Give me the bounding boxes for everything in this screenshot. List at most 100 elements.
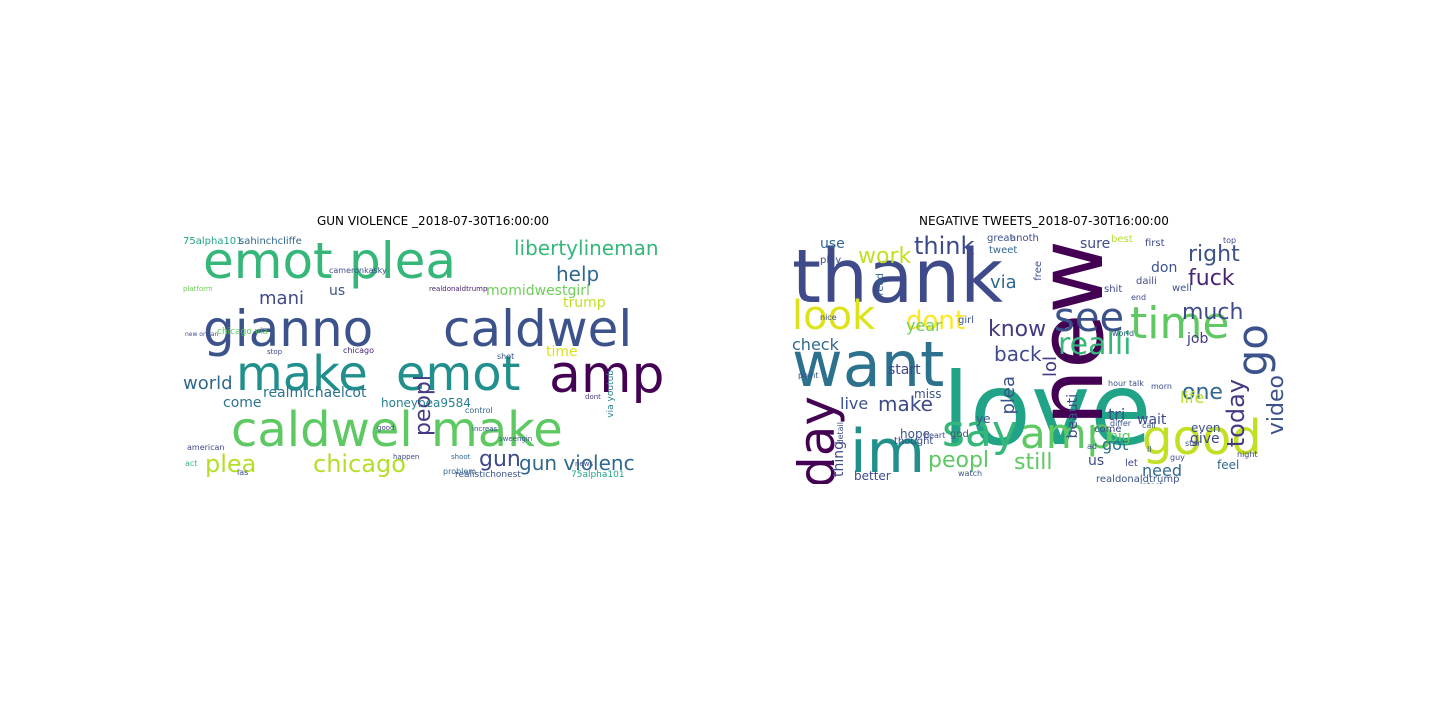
- cloud-word: peopl: [928, 448, 990, 473]
- cloud-word: thing: [831, 441, 847, 478]
- cloud-word: better: [854, 469, 891, 483]
- cloud-word: good: [1142, 410, 1262, 466]
- cloud-word: say: [942, 406, 1018, 457]
- cloud-word: via: [990, 272, 1017, 293]
- cloud-word: need: [1142, 461, 1182, 480]
- cloud-word: work: [858, 244, 912, 269]
- cloud-word: got: [1102, 435, 1129, 454]
- cloud-word: anoth: [1010, 233, 1039, 244]
- cloud-word: still: [1014, 450, 1053, 475]
- cloud-word: world: [1112, 329, 1135, 338]
- cloud-word: even: [1191, 421, 1221, 435]
- cloud-word: chicago: [313, 450, 406, 478]
- cloud-word: ad: [1087, 442, 1097, 451]
- cloud-word: news: [575, 460, 594, 468]
- cloud-word: stop: [267, 348, 283, 356]
- cloud-word: latest: [1140, 482, 1163, 485]
- cloud-word: plea: [349, 232, 457, 290]
- cloud-word: well: [1172, 283, 1192, 294]
- cloud-word: point: [798, 371, 819, 380]
- cloud-word: dont: [585, 393, 601, 401]
- cloud-word: top: [1223, 236, 1237, 245]
- cloud-word: new orlean: [185, 331, 219, 338]
- cloud-word: make: [431, 402, 563, 458]
- cloud-word: video: [1264, 375, 1289, 436]
- cloud-word: wait: [1137, 412, 1167, 428]
- cloud-word: miss: [914, 387, 942, 401]
- cloud-word: let: [1125, 458, 1138, 469]
- cloud-word: momidwestgirl: [486, 283, 590, 299]
- cloud-word: im: [850, 417, 926, 484]
- cloud-word: come: [223, 395, 262, 411]
- cloud-word: start: [888, 362, 921, 378]
- cloud-word: ias: [237, 468, 249, 477]
- right-word-cloud: love new thank want im look see time go good say am…: [792, 232, 1297, 484]
- cloud-word: use: [820, 236, 845, 252]
- cloud-word: shit: [1104, 284, 1123, 295]
- cloud-word: live: [840, 394, 869, 413]
- cloud-word: help: [556, 262, 600, 286]
- left-cloud-title: GUN VIOLENCE _2018-07-30T16:00:00: [316, 214, 550, 228]
- cloud-word: look: [792, 293, 876, 339]
- cloud-word: world: [183, 373, 233, 394]
- cloud-word: want: [792, 328, 945, 401]
- cloud-word: much: [1182, 300, 1244, 325]
- cloud-word: good: [377, 424, 395, 432]
- cloud-word: lol: [1040, 356, 1061, 378]
- cloud-word: right: [1188, 242, 1240, 267]
- cloud-word: love: [942, 351, 1152, 468]
- cloud-word: talk: [1129, 379, 1144, 388]
- cloud-word: girl: [958, 315, 975, 326]
- cloud-word: emot: [396, 346, 521, 402]
- cloud-word: big: [1109, 429, 1131, 445]
- cloud-word: us: [1088, 453, 1105, 469]
- cloud-word: make: [878, 392, 933, 416]
- cloud-word: job: [1187, 331, 1209, 347]
- cloud-word: daili: [1136, 276, 1157, 287]
- cloud-word: american: [187, 443, 225, 452]
- cloud-word: chicago via: [217, 327, 269, 337]
- cloud-word: back: [994, 342, 1042, 366]
- cloud-word: guy: [1170, 453, 1185, 462]
- cloud-word: end: [1131, 293, 1147, 302]
- cloud-word: today: [1222, 379, 1250, 448]
- cloud-word: happen: [393, 453, 420, 461]
- cloud-word: ll: [1147, 445, 1152, 454]
- cloud-word: amp: [549, 345, 665, 405]
- cloud-word: plea: [205, 450, 257, 478]
- cloud-word: gun violenc: [519, 451, 635, 475]
- cloud-word: night: [1237, 450, 1258, 459]
- cloud-word: platform: [183, 285, 213, 293]
- cloud-word: god: [950, 429, 969, 440]
- cloud-word: make: [236, 346, 368, 402]
- left-word-cloud: gianno caldwel emot plea make emot amp caldwel m…: [181, 232, 686, 484]
- cloud-word: realmichaelcot: [263, 385, 367, 401]
- cloud-word: realdonaldtrump: [1096, 474, 1180, 485]
- cloud-word: give: [1190, 431, 1220, 447]
- cloud-word: honeybea9584: [381, 396, 471, 410]
- cloud-word: cameronkasky: [329, 266, 387, 275]
- cloud-word: morn: [1151, 382, 1172, 391]
- cloud-word: amp: [1020, 409, 1114, 458]
- cloud-word: read: [875, 273, 886, 296]
- cloud-word: hour: [1108, 379, 1127, 388]
- cloud-word: 75alpha101: [571, 470, 625, 480]
- cloud-word: differ: [1110, 419, 1132, 428]
- cloud-word: ye: [976, 412, 991, 426]
- right-cloud-title: NEGATIVE TWEETS_2018-07-30T16:00:00: [919, 214, 1169, 228]
- cloud-word: emot: [203, 232, 333, 290]
- cloud-word: gun: [479, 447, 521, 472]
- cloud-word: sahinchcliffe: [239, 236, 302, 247]
- cloud-word: act: [185, 459, 198, 468]
- cloud-word: via youtub: [606, 370, 616, 418]
- cloud-word: us: [329, 283, 346, 299]
- cloud-word: realli: [1058, 327, 1132, 362]
- cloud-word: problem: [443, 467, 477, 476]
- cloud-word: go: [1228, 324, 1277, 377]
- cloud-word: hope: [900, 427, 930, 441]
- cloud-word: fuck: [1188, 266, 1235, 291]
- cloud-word: nice: [820, 313, 837, 322]
- cloud-word: chicago: [343, 346, 374, 355]
- cloud-word: year: [906, 316, 942, 335]
- cloud-word: beauti: [1065, 394, 1081, 439]
